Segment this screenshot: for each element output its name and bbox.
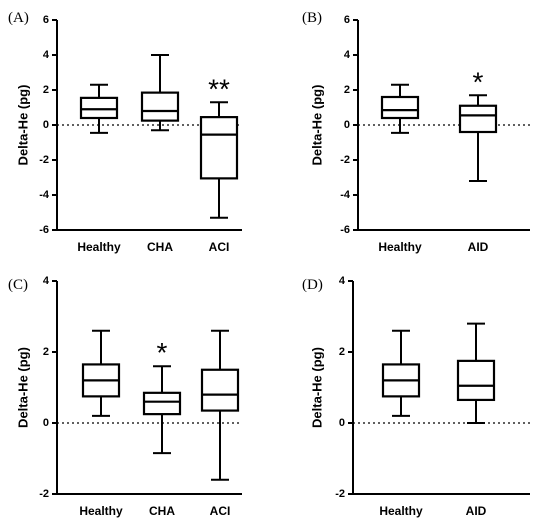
panel-2-box-aid-significance: * xyxy=(473,66,484,97)
panel-3-y-tick-label: 0 xyxy=(43,417,49,429)
panel-2-y-tick-label: 0 xyxy=(344,119,350,131)
panel-1-y-tick-label: -4 xyxy=(39,189,50,201)
panel-1-y-tick-label: 2 xyxy=(43,84,49,96)
panel-2-y-tick-label: 4 xyxy=(344,49,351,61)
panel-3-box-cha-iqr xyxy=(142,391,182,416)
panel-2-y-tick-label: 6 xyxy=(344,14,350,26)
panel-1-box-aci-significance: ** xyxy=(208,73,230,104)
panel-4-y-tick-label: 4 xyxy=(339,275,346,287)
panel-1-y-tick-label: 6 xyxy=(43,14,49,26)
panel-4-y-tick-label: 2 xyxy=(339,346,345,358)
panel-1-category-label: CHA xyxy=(147,240,173,254)
panel-1-y-tick-label: -2 xyxy=(39,154,49,166)
panel-3-box-cha-significance: * xyxy=(157,337,168,368)
panel-1-label: (A) xyxy=(8,10,29,26)
panel-2-category-label: Healthy xyxy=(378,240,422,254)
panel-3-y-axis-title: Delta-He (pg) xyxy=(16,347,31,428)
panel-1-y-tick-label: 4 xyxy=(43,49,50,61)
panel-1-box-aci-iqr xyxy=(199,116,239,180)
panel-4-category-label: AID xyxy=(466,504,487,518)
panel-4-category-label: Healthy xyxy=(379,504,423,518)
panel-4-y-tick-label: 0 xyxy=(339,417,345,429)
panel-1-box-cha-iqr xyxy=(140,91,180,122)
panel-2-y-tick-label: -4 xyxy=(340,189,351,201)
panel-2-y-tick-label: -2 xyxy=(340,154,350,166)
panel-4-label: (D) xyxy=(302,277,323,293)
panel-3-y-tick-label: -2 xyxy=(39,488,49,500)
panel-2-y-tick-label: -6 xyxy=(340,224,350,236)
panel-3-category-label: Healthy xyxy=(79,504,123,518)
panel-1-category-label: Healthy xyxy=(77,240,121,254)
panel-3-y-tick-label: 2 xyxy=(43,346,49,358)
panel-1-y-tick-label: -6 xyxy=(39,224,49,236)
panel-2-label: (B) xyxy=(302,10,322,26)
panel-1-y-axis-title: Delta-He (pg) xyxy=(16,85,31,166)
panel-2-box-healthy-iqr xyxy=(380,95,420,120)
panel-3-box-aci-iqr xyxy=(200,368,240,412)
panel-3-category-label: ACI xyxy=(210,504,231,518)
panel-3-label: (C) xyxy=(8,277,28,293)
panel-2-y-tick-label: 2 xyxy=(344,84,350,96)
panel-1-y-tick-label: 0 xyxy=(43,119,49,131)
panel-2-category-label: AID xyxy=(468,240,489,254)
panel-4-y-axis-title: Delta-He (pg) xyxy=(310,347,325,428)
panel-2-box-aid-iqr xyxy=(458,104,498,134)
panel-1-box-healthy-iqr xyxy=(79,96,119,120)
panel-4-box-aid-iqr xyxy=(456,359,496,402)
panel-3-category-label: CHA xyxy=(149,504,175,518)
panel-1-category-label: ACI xyxy=(209,240,230,254)
panel-4-y-tick-label: -2 xyxy=(335,488,345,500)
panel-3-y-tick-label: 4 xyxy=(43,275,50,287)
panel-2-y-axis-title: Delta-He (pg) xyxy=(310,85,325,166)
